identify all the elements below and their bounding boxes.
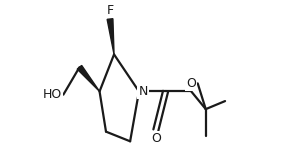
- Polygon shape: [107, 19, 114, 54]
- Text: O: O: [186, 77, 196, 90]
- Text: O: O: [151, 132, 161, 145]
- Text: F: F: [106, 4, 114, 17]
- Text: HO: HO: [43, 88, 62, 101]
- Text: N: N: [138, 85, 148, 98]
- Polygon shape: [77, 65, 100, 91]
